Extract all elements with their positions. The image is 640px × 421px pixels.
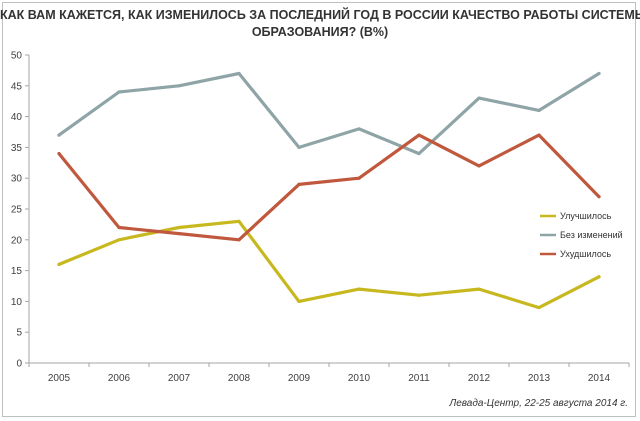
y-tick-label: 10 [11,297,23,308]
series-1 [57,219,601,310]
data-point [117,90,121,94]
x-tick-label: 2012 [468,373,491,384]
x-tick-label: 2013 [528,373,551,384]
x-tick-label: 2014 [588,373,611,384]
y-tick-label: 30 [11,174,23,185]
y-tick-label: 25 [11,205,23,216]
y-tick-label: 5 [16,328,22,339]
series-line [57,219,601,310]
data-point [177,84,181,88]
chart-axes: 0 5 10 15 20 25 30 35 40 45 50 2005 2006 2007 2008 2009… [11,51,630,384]
data-point [57,262,61,267]
x-tick-label: 2005 [48,373,71,384]
y-tick-label: 45 [11,81,23,92]
data-point [237,71,241,76]
data-point [537,108,541,113]
data-point [117,238,121,242]
data-point [597,275,601,279]
x-tick-label: 2006 [108,373,131,384]
data-point [477,287,481,291]
legend-item: Улучшилось [540,211,612,221]
chart-frame [2,2,636,417]
data-point [297,182,301,186]
data-point [237,238,241,242]
data-point [597,71,601,76]
series-line [57,71,601,156]
data-point [297,145,301,149]
y-tick-label: 35 [11,143,23,154]
x-tick-label: 2008 [228,373,251,384]
data-point [357,287,361,291]
x-tick-label: 2011 [408,373,430,384]
data-point [417,133,421,137]
data-point [117,225,121,230]
chart-title-line-1: КАК ВАМ КАЖЕТСЯ, КАК ИЗМЕНИЛОСЬ ЗА ПОСЛЕ… [0,8,640,22]
data-point [537,133,541,137]
data-point [597,195,601,199]
chart-title-line-2: ОБРАЗОВАНИЯ? (В%) [251,25,389,39]
legend-label: Ухудшилось [560,249,611,259]
y-tick-label: 15 [11,266,23,277]
chart-legend: Улучшилось Без изменений Ухудшилось [540,211,623,259]
legend-label: Без изменений [560,230,623,240]
data-point [177,232,181,236]
series-3 [57,133,601,242]
data-point [297,299,301,303]
data-point [417,293,421,297]
y-tick-label: 20 [11,235,23,246]
legend-item: Без изменений [540,230,623,240]
data-point [57,151,61,156]
data-point [57,133,61,137]
y-tick-label: 50 [11,51,23,62]
data-point [417,151,421,156]
series-line [57,133,601,242]
y-tick-label: 0 [16,359,22,370]
data-point [237,219,241,223]
source-note: Левада-Центр, 22-25 августа 2014 г. [449,398,628,409]
data-point [477,164,481,168]
chart-title: КАК ВАМ КАЖЕТСЯ, КАК ИЗМЕНИЛОСЬ ЗА ПОСЛЕ… [0,7,640,41]
data-point [357,176,361,180]
legend-item: Ухудшилось [540,249,611,259]
series-2 [57,71,601,156]
x-tick-label: 2010 [348,373,371,384]
legend-label: Улучшилось [560,211,612,221]
data-point [477,96,481,100]
chart-series [57,71,601,310]
y-tick-label: 40 [11,112,23,123]
x-tick-label: 2007 [168,373,191,384]
data-point [537,305,541,310]
data-point [177,225,181,230]
data-point [357,127,361,131]
x-tick-label: 2009 [288,373,311,384]
